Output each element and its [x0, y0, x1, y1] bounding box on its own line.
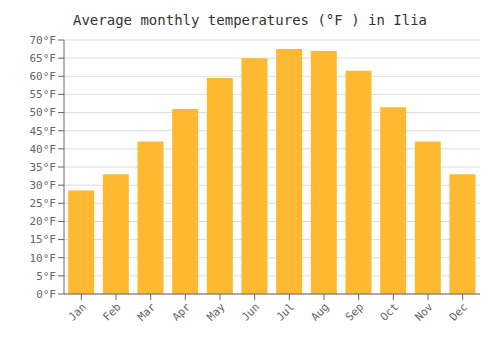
- svg-text:Feb: Feb: [100, 300, 123, 323]
- svg-text:Jul: Jul: [274, 300, 297, 323]
- svg-text:10°F: 10°F: [30, 252, 57, 265]
- svg-text:30°F: 30°F: [30, 179, 57, 192]
- svg-text:Jan: Jan: [66, 300, 89, 323]
- svg-text:Aug: Aug: [308, 300, 331, 323]
- svg-text:0°F: 0°F: [36, 288, 56, 301]
- svg-text:Dec: Dec: [447, 300, 470, 323]
- svg-text:May: May: [204, 300, 228, 324]
- svg-text:20°F: 20°F: [30, 215, 57, 228]
- svg-text:45°F: 45°F: [30, 125, 57, 138]
- svg-text:65°F: 65°F: [30, 52, 57, 65]
- svg-text:5°F: 5°F: [36, 270, 56, 283]
- svg-text:Nov: Nov: [412, 300, 436, 324]
- svg-text:40°F: 40°F: [30, 143, 57, 156]
- svg-text:Jun: Jun: [239, 300, 262, 323]
- svg-text:Apr: Apr: [170, 300, 194, 324]
- svg-text:15°F: 15°F: [30, 233, 57, 246]
- svg-text:55°F: 55°F: [30, 88, 57, 101]
- svg-text:35°F: 35°F: [30, 161, 57, 174]
- svg-text:Oct: Oct: [378, 300, 401, 323]
- svg-text:25°F: 25°F: [30, 197, 57, 210]
- svg-text:Sep: Sep: [343, 300, 366, 323]
- svg-text:Mar: Mar: [135, 300, 159, 324]
- svg-text:50°F: 50°F: [30, 106, 57, 119]
- svg-text:70°F: 70°F: [30, 34, 57, 47]
- html-text:Average monthly temperatures (: Average monthly temperatures (°F ) in Il…: [73, 12, 427, 28]
- svg-text:60°F: 60°F: [30, 70, 57, 83]
